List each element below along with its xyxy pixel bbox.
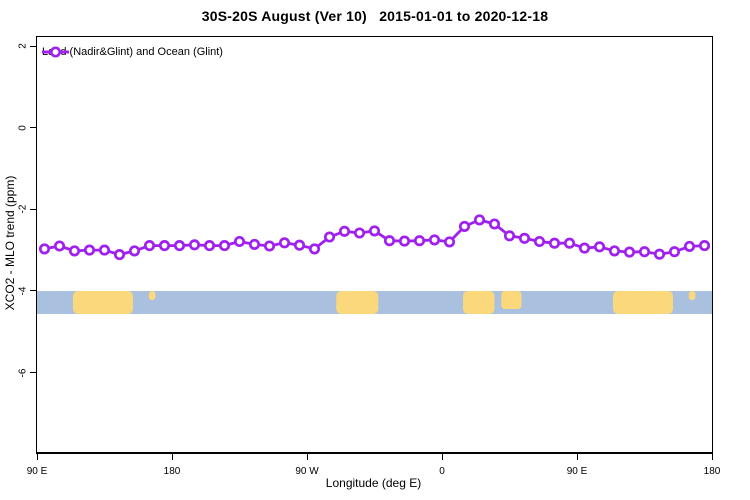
data-point xyxy=(608,245,621,257)
data-point xyxy=(323,231,336,243)
data-point xyxy=(683,240,696,252)
data-point xyxy=(233,235,246,248)
data-point xyxy=(668,246,681,258)
data-point xyxy=(383,235,396,247)
data-point xyxy=(218,240,231,252)
data-point xyxy=(563,237,576,249)
land-new-caledonia-wrap xyxy=(688,291,696,301)
plot-area: 2 0 -2 -4 -6 90 E 180 90 W 0 90 E 180 Land (Nadir… xyxy=(18,36,720,477)
x-tick-mark xyxy=(306,454,308,460)
data-point xyxy=(503,230,516,242)
land-new-caledonia xyxy=(148,291,156,301)
data-point xyxy=(473,214,486,226)
land-australia xyxy=(73,291,133,314)
data-point xyxy=(68,245,81,257)
data-point xyxy=(263,240,276,252)
y-tick-label: -6 xyxy=(17,368,29,377)
data-point xyxy=(548,237,561,249)
data-point xyxy=(488,218,501,230)
x-tick-mark xyxy=(36,454,38,460)
data-point xyxy=(143,240,156,252)
land-australia-wrap xyxy=(613,291,673,314)
data-point xyxy=(53,240,66,252)
data-point xyxy=(173,240,186,252)
data-point xyxy=(98,244,111,256)
x-tick-label: 180 xyxy=(163,466,181,477)
data-point xyxy=(638,246,651,258)
y-tick-label: 2 xyxy=(17,43,29,49)
x-tick-mark xyxy=(171,454,173,460)
data-point xyxy=(533,235,546,248)
y-tick-label: -2 xyxy=(17,204,29,214)
x-tick-mark xyxy=(441,454,443,460)
data-point xyxy=(428,234,441,246)
data-point xyxy=(518,232,531,244)
x-tick-label: 180 xyxy=(703,466,721,477)
x-tick-mark xyxy=(711,454,713,460)
data-point xyxy=(113,249,126,261)
data-point xyxy=(338,225,351,237)
y-tick-label: 0 xyxy=(17,124,29,131)
data-point xyxy=(278,237,291,249)
land-south-america xyxy=(336,291,379,314)
data-point xyxy=(578,242,591,254)
data-point xyxy=(353,227,366,239)
data-point xyxy=(203,240,216,252)
data-point xyxy=(308,243,321,255)
data-point xyxy=(128,245,141,257)
y-axis-title: XCO2 - MLO trend (ppm) xyxy=(3,175,17,311)
data-point xyxy=(593,241,606,253)
data-point xyxy=(83,244,96,256)
data-point xyxy=(653,248,666,260)
x-tick-label: 90 W xyxy=(295,466,319,477)
chart-title: 30S-20S August (Ver 10) 2015-01-01 to 20… xyxy=(201,8,549,24)
x-axis-title: Longitude (deg E) xyxy=(325,476,422,490)
data-point xyxy=(38,243,51,255)
data-point xyxy=(293,239,306,251)
legend-label: Land (Nadir&Glint) and Ocean (Glint) xyxy=(42,46,223,58)
land-southern-africa xyxy=(463,291,495,314)
data-point xyxy=(398,235,411,247)
data-point xyxy=(368,225,381,237)
data-point xyxy=(188,239,201,251)
y-tick-mark xyxy=(30,372,37,373)
x-tick-label: 90 E xyxy=(26,466,48,477)
y-tick-label: -4 xyxy=(17,286,29,296)
data-series xyxy=(38,214,711,261)
x-tick-label: 0 xyxy=(439,466,445,477)
data-point xyxy=(248,238,261,250)
y-tick-mark xyxy=(30,208,37,210)
data-point xyxy=(443,236,456,248)
data-point xyxy=(413,235,426,247)
series-line xyxy=(43,218,706,256)
data-point xyxy=(158,240,171,252)
data-point xyxy=(698,240,711,252)
y-tick-mark xyxy=(30,45,37,47)
data-point xyxy=(458,220,471,232)
legend: Land (Nadir&Glint) and Ocean (Glint) xyxy=(42,46,223,58)
data-point xyxy=(623,246,636,258)
map-strip xyxy=(37,291,712,314)
x-tick-label: 90 E xyxy=(566,466,588,477)
y-tick-mark xyxy=(30,127,37,129)
land-madagascar xyxy=(501,291,522,309)
legend-line-marker-icon xyxy=(42,46,69,58)
y-tick-mark xyxy=(30,290,37,292)
x-tick-mark xyxy=(576,454,578,460)
